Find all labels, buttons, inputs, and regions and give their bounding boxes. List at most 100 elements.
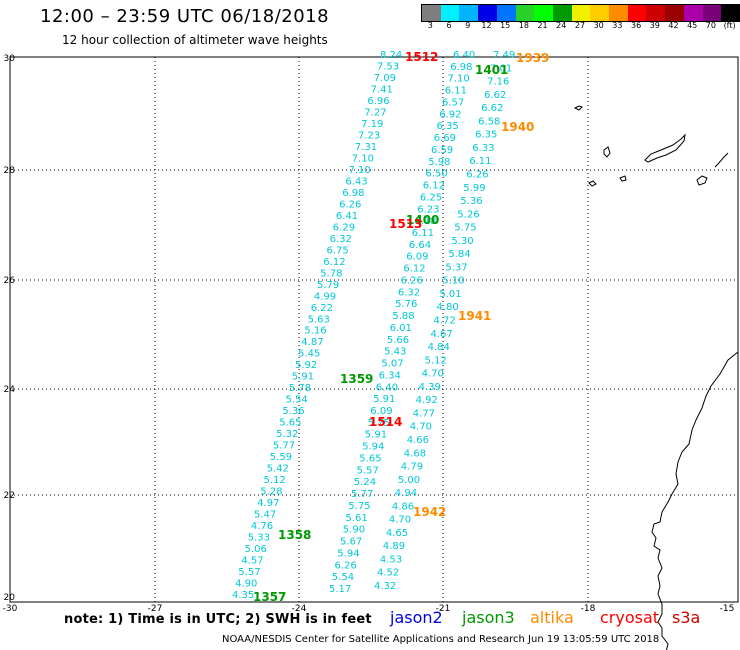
swh-value: 5.94 <box>362 442 384 453</box>
swh-value: 5.88 <box>392 311 414 322</box>
pass-time-label-cryosat: 1513 <box>389 217 422 231</box>
swh-value: 6.40 <box>453 50 475 61</box>
swh-value: 5.36 <box>460 196 482 207</box>
swh-value: 6.11 <box>445 86 467 97</box>
swh-value: 4.68 <box>404 448 426 459</box>
swh-value: 5.28 <box>260 487 282 498</box>
legend-cryosat: cryosat <box>600 608 660 627</box>
legend-swatch <box>721 5 740 21</box>
pass-time-label-altika: 1940 <box>501 120 534 134</box>
pass-time-label-cryosat: 1512 <box>405 50 438 64</box>
swh-value: 4.80 <box>437 302 459 313</box>
swh-value: 6.62 <box>481 103 503 114</box>
legend-level-label: 18 <box>518 21 529 30</box>
swh-value: 7.41 <box>371 85 393 96</box>
swh-value: 6.96 <box>367 96 389 107</box>
legend-level-label: 27 <box>574 21 586 30</box>
swh-value: 5.78 <box>289 383 311 394</box>
swh-value: 5.65 <box>279 418 301 429</box>
legend-level-label: 30 <box>593 21 604 30</box>
y-tick-label: 28 <box>4 166 16 176</box>
legend-level-label: 24 <box>556 21 567 30</box>
swh-value: 4.79 <box>401 462 423 473</box>
swh-value: 4.92 <box>416 395 438 406</box>
swh-value: 5.54 <box>332 572 354 583</box>
swh-value: 6.35 <box>475 130 497 141</box>
legend-swatch <box>496 5 516 21</box>
pass-time-label-jason3: 1359 <box>340 372 373 386</box>
swh-value: 4.65 <box>386 528 408 539</box>
legend-unit-label: (ft) <box>723 21 736 30</box>
swh-value: 5.98 <box>428 157 450 168</box>
pass-time-label-cryosat: 1514 <box>369 415 402 429</box>
swh-value: 5.01 <box>439 289 461 300</box>
gran-canaria-island <box>696 175 708 186</box>
swh-value: 5.36 <box>282 406 304 417</box>
swh-value: 5.17 <box>329 584 351 595</box>
legend-level-label: 6 <box>446 21 452 30</box>
legend-level-label: 70 <box>705 21 716 30</box>
legend-swatch <box>590 5 610 21</box>
swh-value: 7.16 <box>487 77 509 88</box>
swh-value: 6.59 <box>431 145 453 156</box>
y-tick-label: 22 <box>4 491 15 501</box>
pass-time-label-jason3: 1358 <box>278 528 311 542</box>
swh-value: 6.12 <box>323 257 345 268</box>
time-labels-layer: 1357 1358 1359 1400 1401 1512 1513 1514 1939 1940… <box>253 50 549 604</box>
credit-line: NOAA/NESDIS Center for Satellite Applica… <box>222 634 660 645</box>
legend-swatch <box>478 5 497 21</box>
swh-values-layer: 4.354.905.574.575.065.334.765.474.975.28… <box>232 50 515 601</box>
swh-value: 6.43 <box>345 176 367 187</box>
legend-jason3: jason3 <box>462 608 515 627</box>
swh-value: 6.22 <box>311 303 333 314</box>
legend-swatch <box>665 5 684 21</box>
legend-swatch <box>683 5 703 21</box>
swh-value: 4.53 <box>380 555 402 566</box>
swh-value: 5.33 <box>248 533 270 544</box>
swh-value: 4.52 <box>377 568 399 579</box>
swh-value: 4.84 <box>428 342 450 353</box>
legend-level-label: 36 <box>630 21 642 30</box>
swh-value: 4.70 <box>389 515 411 526</box>
swh-value: 5.66 <box>387 335 409 346</box>
legend-swatch <box>627 5 647 21</box>
swh-value: 7.23 <box>358 130 380 141</box>
color-scale-legend <box>421 4 740 22</box>
footer-note: note: 1) Time is in UTC; 2) SWH is in fe… <box>64 612 372 627</box>
swh-value: 6.29 <box>333 222 355 233</box>
swh-value: 5.90 <box>343 525 365 536</box>
african-coast <box>651 351 739 650</box>
swh-value: 4.70 <box>410 422 432 433</box>
swh-value: 4.35 <box>232 590 254 601</box>
legend-altika: altika <box>530 608 574 627</box>
legend-s3a: s3a <box>672 608 701 627</box>
swh-value: 6.09 <box>370 406 392 417</box>
legend-swatch <box>646 5 666 21</box>
swh-value: 5.77 <box>351 489 373 500</box>
swh-value: 8.24 <box>380 50 402 61</box>
swh-value: 6.41 <box>336 211 358 222</box>
swh-value: 6.12 <box>403 264 425 275</box>
swh-value: 5.57 <box>357 465 379 476</box>
swh-value: 6.26 <box>401 276 423 287</box>
swh-value: 5.75 <box>348 501 370 512</box>
swh-value: 5.43 <box>384 347 406 358</box>
legend-swatch <box>552 5 572 21</box>
swh-value: 5.07 <box>381 359 403 370</box>
swh-value: 4.72 <box>434 316 456 327</box>
swh-value: 6.92 <box>439 109 461 120</box>
swh-value: 6.75 <box>327 245 349 256</box>
swh-value: 5.77 <box>273 441 295 452</box>
swh-value: 6.50 <box>425 169 447 180</box>
swh-value: 6.98 <box>342 188 364 199</box>
swh-value: 5.67 <box>340 537 362 548</box>
y-tick-label: 26 <box>4 276 16 286</box>
swh-value: 5.37 <box>445 262 467 273</box>
swh-value: 4.77 <box>413 408 435 419</box>
swh-value: 5.61 <box>346 513 368 524</box>
madeira-island <box>573 105 583 111</box>
swh-value: 5.91 <box>365 430 387 441</box>
legend-level-label: 21 <box>537 21 548 30</box>
swh-value: 5.12 <box>425 355 447 366</box>
swh-value: 5.42 <box>267 464 289 475</box>
